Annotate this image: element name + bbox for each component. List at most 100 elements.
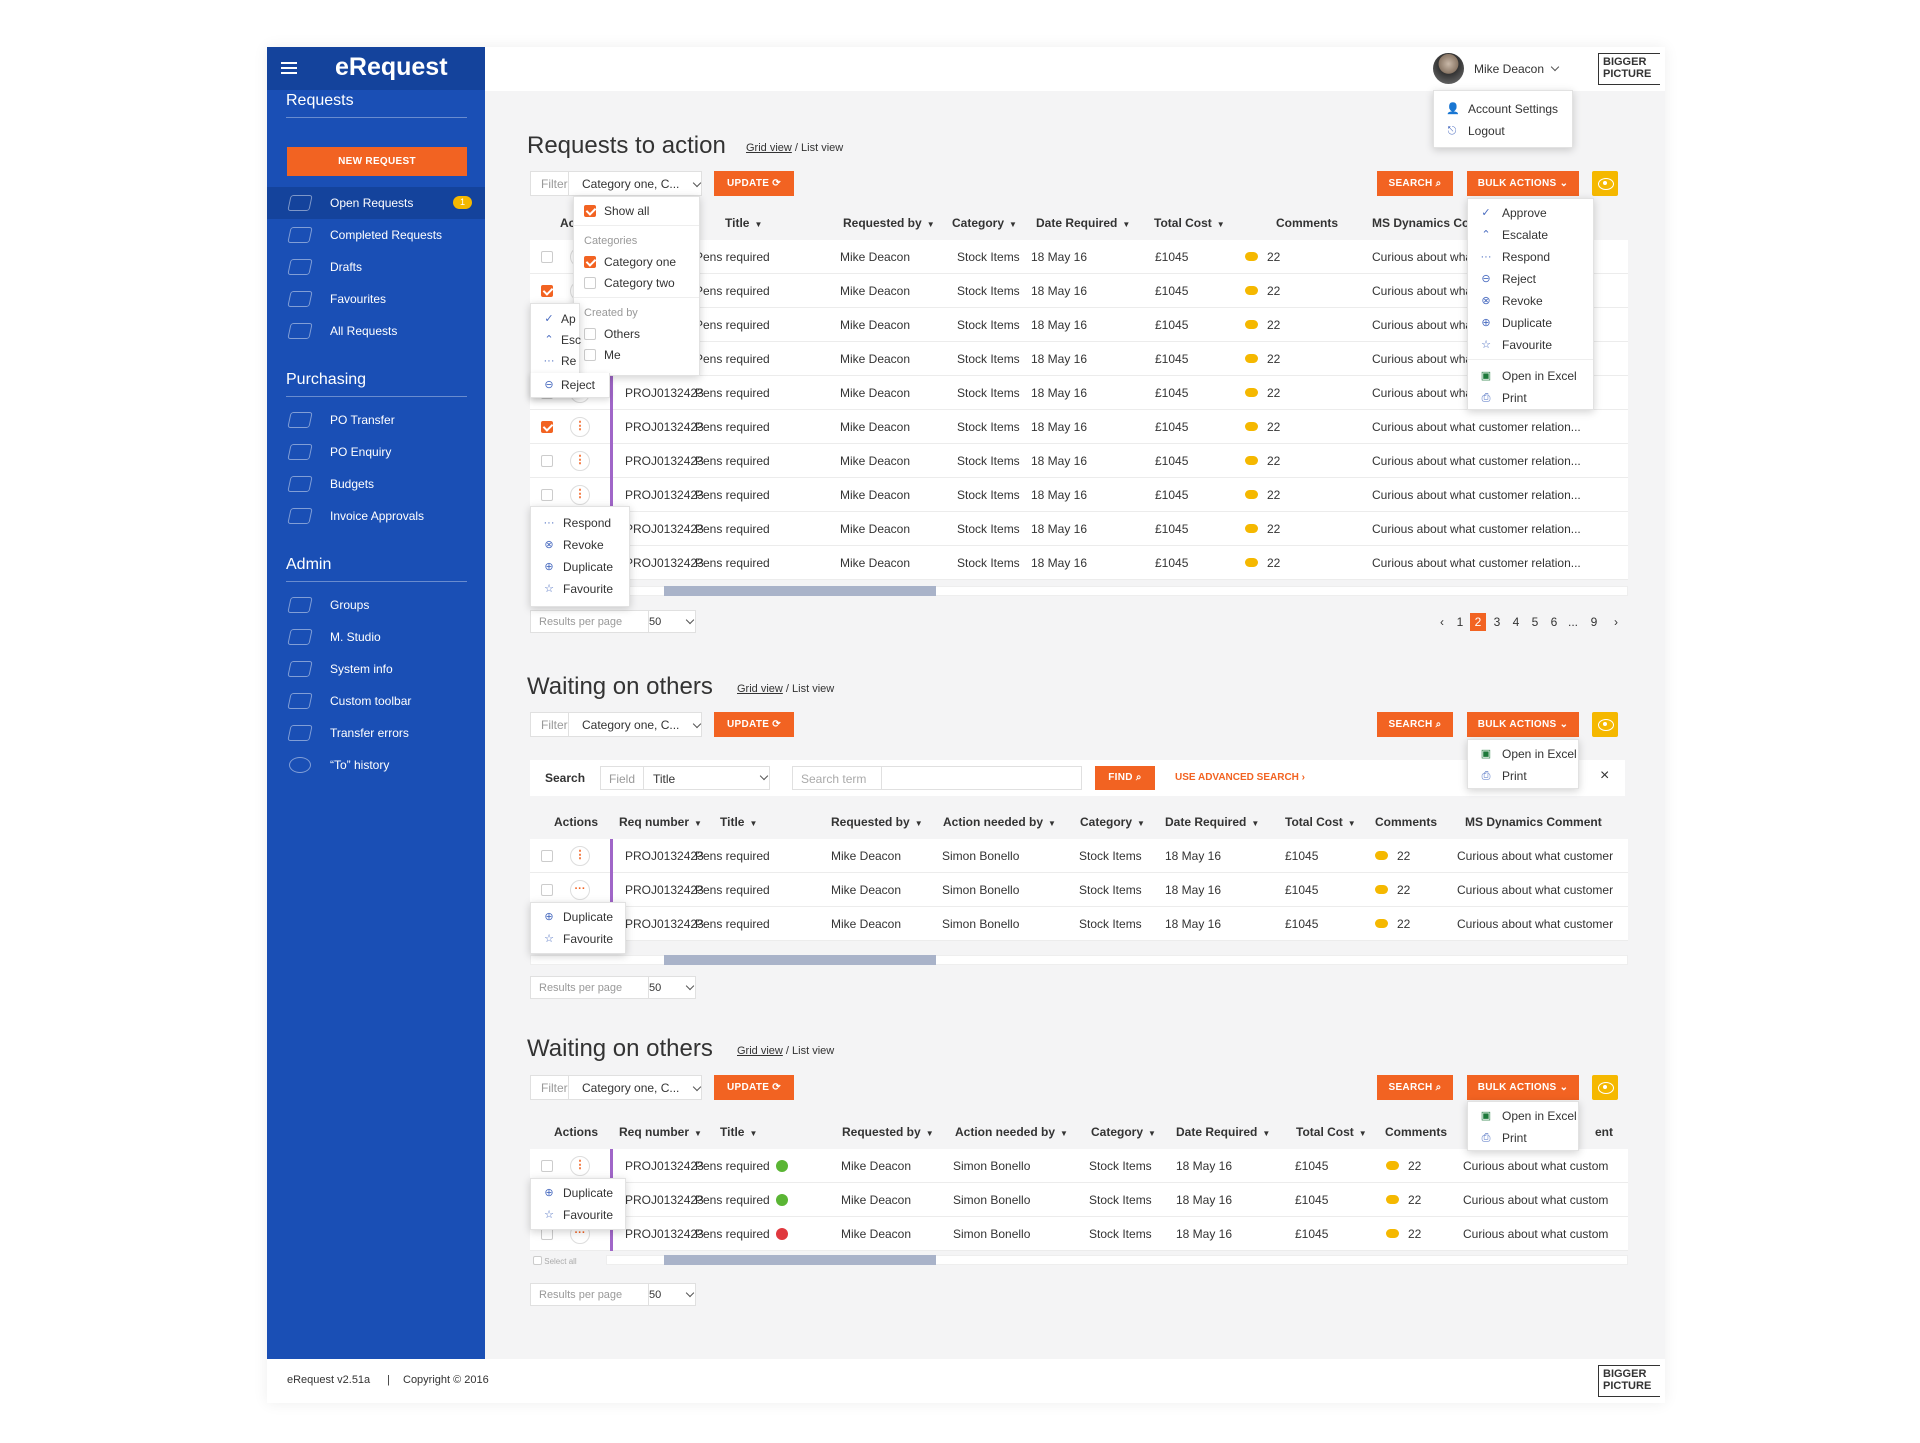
row-checkbox[interactable] <box>541 489 553 501</box>
column-header[interactable]: Requested by ▼ <box>831 815 923 829</box>
column-header[interactable]: Action needed by ▼ <box>955 1125 1068 1139</box>
field-select[interactable]: Field Title <box>600 766 770 790</box>
column-header[interactable]: Date Required ▼ <box>1036 216 1130 230</box>
column-header[interactable]: Comments <box>1375 815 1437 829</box>
row-actions-icon[interactable]: ⋮ <box>570 846 590 866</box>
sidebar-item-transfer-errors[interactable]: Transfer errors <box>267 717 485 749</box>
menu-icon[interactable] <box>281 62 297 74</box>
row-actions-icon[interactable]: ⋮ <box>570 1156 590 1176</box>
column-header[interactable]: Category ▼ <box>1080 815 1145 829</box>
column-header[interactable]: Title ▼ <box>720 1125 757 1139</box>
row-actions-icon[interactable]: ⋮ <box>570 417 590 437</box>
row-checkbox[interactable] <box>541 251 553 263</box>
page-link[interactable]: 9 <box>1590 615 1598 629</box>
column-header[interactable]: Title ▼ <box>725 216 762 230</box>
find-button[interactable]: FIND ⌕ <box>1095 766 1155 790</box>
column-header[interactable]: Total Cost ▼ <box>1154 216 1225 230</box>
row-checkbox[interactable] <box>541 884 553 896</box>
scrollbar-thumb[interactable] <box>664 1255 936 1265</box>
results-per-page-select[interactable]: Results per page 50 <box>530 610 696 633</box>
sidebar-item-groups[interactable]: Groups <box>267 589 485 621</box>
chevron-right-icon[interactable]: › <box>1614 615 1618 629</box>
row-actions-icon[interactable]: ··· <box>570 880 590 900</box>
search-button[interactable]: SEARCH ⌕ <box>1377 171 1453 196</box>
column-header[interactable]: Total Cost ▼ <box>1285 815 1356 829</box>
column-header[interactable]: MS Dynamics Cor <box>1372 216 1474 230</box>
bulk-actions-button[interactable]: BULK ACTIONS ⌄ <box>1467 712 1579 737</box>
column-header[interactable]: Comments <box>1385 1125 1447 1139</box>
scrollbar-thumb[interactable] <box>664 955 936 965</box>
column-header[interactable]: Comments <box>1276 216 1338 230</box>
horizontal-scrollbar[interactable] <box>530 955 1628 965</box>
sidebar-item-po-transfer[interactable]: PO Transfer <box>267 404 485 436</box>
list-view-link[interactable]: / List view <box>785 683 835 695</box>
sidebar-item-custom-toolbar[interactable]: Custom toolbar <box>267 685 485 717</box>
user-menu-toggle[interactable]: Mike Deacon <box>1474 62 1560 76</box>
column-header[interactable]: Date Required ▼ <box>1176 1125 1270 1139</box>
grid-view-link[interactable]: Grid view <box>737 1045 783 1057</box>
row-checkbox[interactable] <box>541 421 553 433</box>
table-row[interactable]: ⋮ PROJ0132423 Pens required Mike Deacon Simo… <box>530 1149 1628 1183</box>
sidebar-item-system-info[interactable]: System info <box>267 653 485 685</box>
filter-select[interactable]: Filter Category one, C... <box>530 712 702 737</box>
page-link[interactable]: ... <box>1567 615 1578 629</box>
column-header[interactable]: Action needed by ▼ <box>943 815 1056 829</box>
sidebar-item-po-enquiry[interactable]: PO Enquiry <box>267 436 485 468</box>
column-header[interactable]: Actions <box>554 815 598 829</box>
sidebar-item-invoice-approvals[interactable]: Invoice Approvals <box>267 500 485 532</box>
scrollbar-thumb[interactable] <box>664 586 936 596</box>
row-checkbox[interactable] <box>541 455 553 467</box>
bulk-actions-button[interactable]: BULK ACTIONS ⌄ <box>1467 1075 1579 1100</box>
list-view-link[interactable]: / List view <box>794 142 844 154</box>
search-button[interactable]: SEARCH ⌕ <box>1377 1075 1453 1100</box>
sidebar-item-all-requests[interactable]: All Requests <box>267 315 485 347</box>
search-button[interactable]: SEARCH ⌕ <box>1377 712 1453 737</box>
sidebar-item-m-studio[interactable]: M. Studio <box>267 621 485 653</box>
column-header[interactable]: ent <box>1595 1125 1613 1139</box>
column-header[interactable]: Requested by ▼ <box>842 1125 934 1139</box>
eye-icon[interactable] <box>1592 1075 1618 1100</box>
column-header[interactable]: Title ▼ <box>720 815 757 829</box>
bulk-actions-button[interactable]: BULK ACTIONS ⌄ <box>1467 171 1579 196</box>
list-view-link[interactable]: / List view <box>785 1045 835 1057</box>
advanced-search-link[interactable]: USE ADVANCED SEARCH › <box>1175 772 1306 783</box>
row-checkbox[interactable] <box>541 850 553 862</box>
sidebar-item-drafts[interactable]: Drafts <box>267 251 485 283</box>
column-header[interactable]: Date Required ▼ <box>1165 815 1259 829</box>
page-link[interactable]: 5 <box>1531 615 1539 629</box>
close-icon[interactable]: × <box>1600 767 1610 784</box>
filter-select[interactable]: Filter Category one, C... <box>530 1075 702 1100</box>
grid-view-link[interactable]: Grid view <box>737 683 783 695</box>
table-row[interactable]: ⋮ PROJ0132423 Pens required Mike Deacon Simo… <box>530 839 1628 873</box>
horizontal-scrollbar[interactable] <box>606 1255 1628 1265</box>
update-button[interactable]: UPDATE ⟳ <box>714 712 794 737</box>
page-link[interactable]: 1 <box>1456 615 1464 629</box>
filter-select[interactable]: Filter Category one, C... <box>530 171 702 196</box>
update-button[interactable]: UPDATE ⟳ <box>714 171 794 196</box>
row-checkbox[interactable] <box>541 285 553 297</box>
page-link[interactable]: 2 <box>1470 613 1486 631</box>
page-link[interactable]: 6 <box>1550 615 1558 629</box>
column-header[interactable]: Category ▼ <box>1091 1125 1156 1139</box>
sidebar-item-favourites[interactable]: Favourites <box>267 283 485 315</box>
avatar[interactable] <box>1433 53 1464 84</box>
eye-icon[interactable] <box>1592 712 1618 737</box>
row-actions-icon[interactable]: ⋮ <box>570 451 590 471</box>
results-per-page-select[interactable]: Results per page 50 <box>530 1283 696 1306</box>
page-link[interactable]: 3 <box>1493 615 1501 629</box>
row-actions-icon[interactable]: ⋮ <box>570 485 590 505</box>
column-header[interactable]: Req number ▼ <box>619 1125 702 1139</box>
column-header[interactable]: MS Dynamics Comment <box>1465 815 1602 829</box>
sidebar-item-open-requests[interactable]: Open Requests 1 <box>267 187 485 219</box>
sidebar-item-completed-requests[interactable]: Completed Requests <box>267 219 485 251</box>
